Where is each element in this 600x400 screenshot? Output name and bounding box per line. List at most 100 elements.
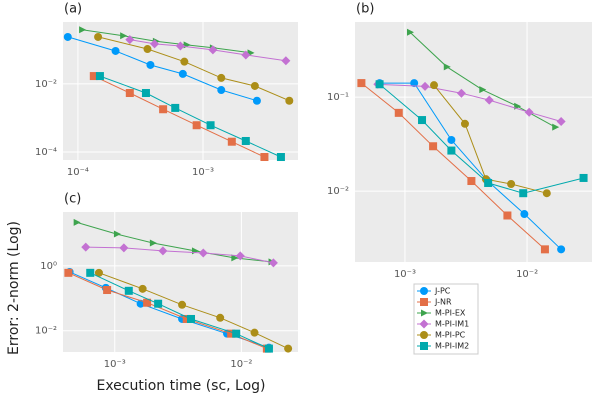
x-tick-label: 10⁻² (516, 269, 538, 280)
marker (260, 153, 269, 162)
y-tick-label: 10⁻¹ (327, 92, 349, 103)
marker (479, 86, 487, 94)
series-line (98, 272, 289, 350)
x-axis-label: Execution time (sc, Log) (96, 378, 265, 394)
marker (206, 121, 215, 130)
marker (503, 211, 512, 220)
marker (407, 28, 415, 36)
marker (429, 142, 438, 151)
marker (216, 313, 225, 322)
marker (241, 136, 250, 145)
y-tick-label: 10⁻⁴ (35, 147, 57, 158)
panel-title: (c) (64, 192, 81, 207)
marker (447, 146, 456, 155)
marker (268, 258, 278, 268)
marker (124, 286, 133, 295)
marker (95, 72, 104, 81)
y-axis-label: Error: 2-norm (Log) (6, 221, 22, 355)
plot-background (63, 212, 298, 352)
marker (556, 117, 566, 127)
marker (231, 254, 239, 262)
marker (264, 344, 273, 353)
marker (146, 60, 155, 69)
legend-label: M-PI-IM2 (435, 342, 469, 351)
legend-label: M-PI-IM1 (435, 320, 469, 329)
y-tick-label: 10⁰ (40, 261, 57, 272)
marker (252, 96, 261, 105)
marker (557, 245, 566, 254)
marker (125, 35, 135, 45)
marker (192, 121, 201, 130)
marker (484, 95, 494, 105)
marker (540, 245, 549, 254)
y-tick-label: 10⁻² (35, 326, 57, 337)
marker (507, 179, 516, 188)
series-line (99, 75, 282, 158)
marker (171, 103, 180, 112)
marker (103, 286, 112, 295)
marker (420, 331, 428, 339)
marker (284, 344, 293, 353)
marker (180, 57, 189, 66)
marker (447, 135, 456, 144)
marker (143, 45, 152, 54)
marker (149, 239, 157, 247)
marker (235, 251, 245, 261)
marker (141, 89, 150, 98)
marker (420, 287, 428, 295)
series-line (361, 82, 546, 250)
y-tick-label: 10⁻² (327, 186, 349, 197)
legend-label: J-PC (434, 287, 451, 296)
marker (227, 137, 236, 146)
marker (410, 79, 419, 88)
marker (158, 246, 168, 256)
marker (460, 119, 469, 128)
marker (150, 39, 160, 49)
marker (250, 81, 259, 90)
marker (420, 81, 430, 91)
marker (484, 178, 493, 187)
marker (187, 314, 196, 323)
marker (232, 329, 241, 338)
panel-title: (a) (64, 2, 82, 17)
marker (113, 230, 121, 238)
series-line (93, 75, 265, 158)
marker (227, 329, 236, 338)
series-line (129, 39, 286, 62)
series-line (379, 83, 584, 194)
marker (579, 173, 588, 182)
marker (81, 242, 91, 252)
series-line (97, 36, 290, 102)
marker (64, 268, 73, 277)
series-line (82, 29, 251, 54)
panel-title: (b) (356, 2, 374, 17)
series-line (379, 82, 562, 250)
marker (89, 72, 98, 81)
marker (217, 86, 226, 95)
marker (79, 26, 87, 34)
marker (94, 32, 103, 41)
x-tick-label: 10⁻³ (394, 269, 416, 280)
series-line (89, 272, 270, 350)
marker (63, 32, 72, 41)
legend-label: J-NR (434, 298, 452, 307)
marker (208, 45, 218, 55)
marker (111, 46, 120, 55)
marker (276, 153, 285, 162)
marker (217, 73, 226, 82)
marker (285, 96, 294, 105)
marker (443, 63, 451, 71)
marker (120, 32, 128, 40)
legend-label: M-PI-PC (435, 331, 466, 340)
marker (418, 116, 427, 125)
marker (421, 309, 428, 317)
marker (250, 328, 259, 337)
marker (419, 319, 429, 329)
marker (175, 41, 185, 51)
legend-label: M-PI-EX (435, 309, 466, 318)
marker (182, 314, 191, 323)
x-tick-label: 10⁻³ (104, 359, 126, 370)
series-line (85, 246, 274, 264)
marker (375, 80, 384, 89)
